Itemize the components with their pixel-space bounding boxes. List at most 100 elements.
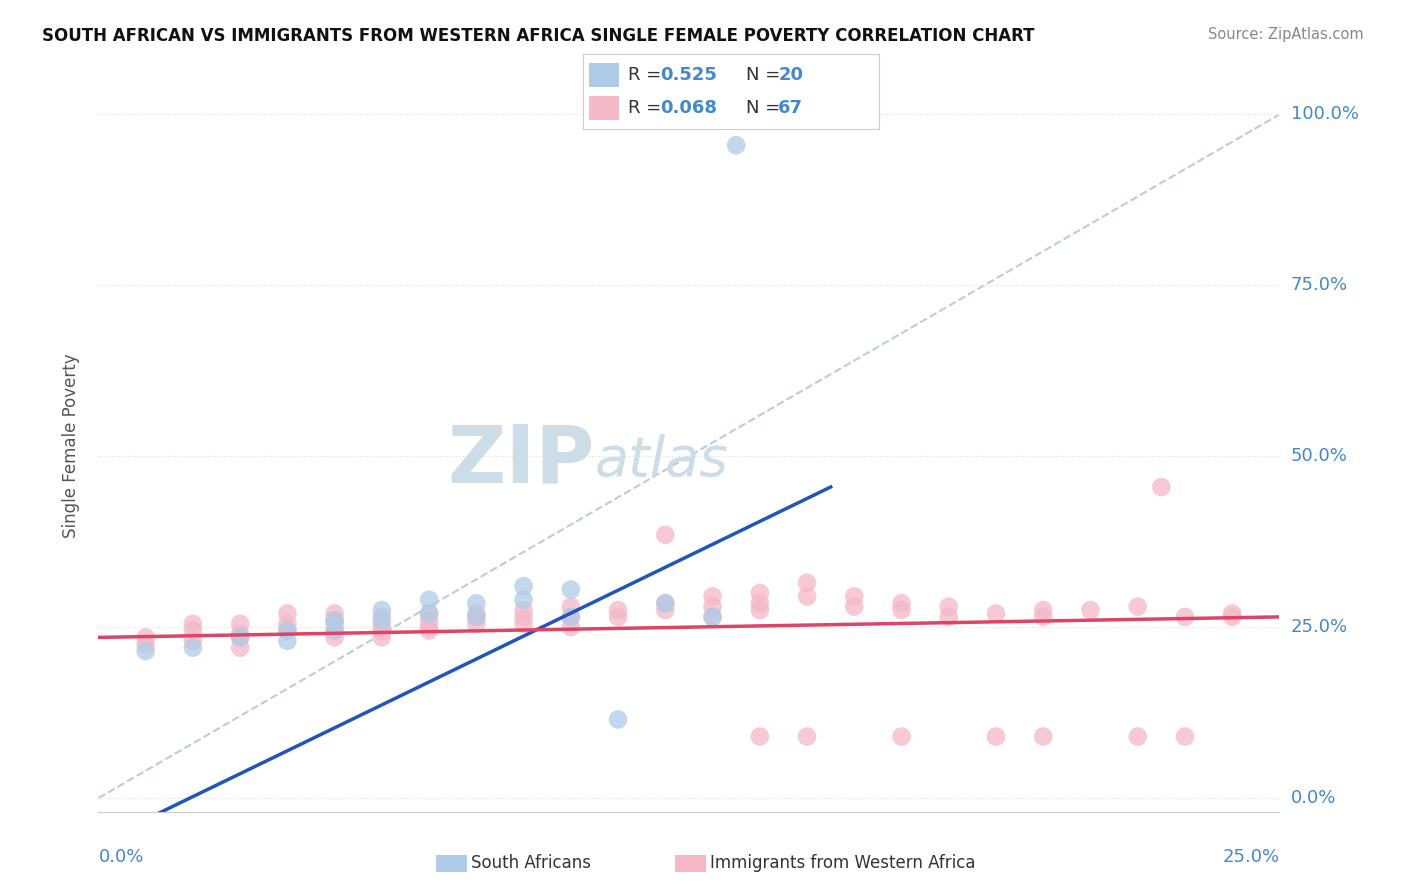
Point: [418, 607, 440, 621]
Point: [1032, 730, 1054, 744]
Point: [654, 528, 676, 542]
Point: [465, 610, 488, 624]
Point: [702, 610, 724, 624]
Point: [276, 616, 298, 631]
Text: R =: R =: [627, 99, 666, 117]
Text: Immigrants from Western Africa: Immigrants from Western Africa: [710, 855, 976, 872]
Point: [1032, 610, 1054, 624]
Text: 0.068: 0.068: [661, 99, 717, 117]
Point: [607, 713, 630, 727]
Point: [1126, 730, 1149, 744]
Point: [181, 633, 204, 648]
Text: N =: N =: [747, 66, 786, 84]
Point: [748, 596, 770, 610]
Point: [465, 610, 488, 624]
Text: Source: ZipAtlas.com: Source: ZipAtlas.com: [1208, 27, 1364, 42]
Bar: [589, 96, 619, 120]
Point: [323, 631, 346, 645]
Text: 0.0%: 0.0%: [1291, 789, 1336, 807]
Text: SOUTH AFRICAN VS IMMIGRANTS FROM WESTERN AFRICA SINGLE FEMALE POVERTY CORRELATIO: SOUTH AFRICAN VS IMMIGRANTS FROM WESTERN…: [42, 27, 1035, 45]
Point: [748, 603, 770, 617]
Point: [702, 610, 724, 624]
Text: N =: N =: [747, 99, 786, 117]
Point: [418, 613, 440, 627]
Text: 50.0%: 50.0%: [1291, 447, 1347, 466]
Point: [1220, 610, 1243, 624]
Point: [1126, 599, 1149, 614]
Point: [560, 582, 582, 597]
Point: [890, 603, 912, 617]
Point: [512, 616, 534, 631]
Point: [371, 624, 394, 638]
Point: [560, 620, 582, 634]
Point: [890, 730, 912, 744]
Text: South Africans: South Africans: [471, 855, 591, 872]
Point: [1174, 730, 1197, 744]
Point: [796, 575, 818, 590]
Point: [465, 596, 488, 610]
Point: [1220, 607, 1243, 621]
Point: [702, 590, 724, 604]
Text: 67: 67: [779, 99, 803, 117]
Point: [1080, 603, 1102, 617]
Point: [560, 610, 582, 624]
Text: 25.0%: 25.0%: [1222, 848, 1279, 866]
Point: [135, 637, 157, 651]
Point: [371, 631, 394, 645]
Point: [702, 599, 724, 614]
Point: [135, 644, 157, 658]
Point: [844, 590, 866, 604]
Point: [323, 613, 346, 627]
Y-axis label: Single Female Poverty: Single Female Poverty: [62, 354, 80, 538]
Point: [229, 631, 252, 645]
Point: [229, 640, 252, 655]
Point: [229, 631, 252, 645]
Text: 0.525: 0.525: [661, 66, 717, 84]
Point: [276, 624, 298, 638]
Point: [725, 138, 748, 153]
Point: [229, 616, 252, 631]
Point: [560, 599, 582, 614]
Point: [418, 624, 440, 638]
Point: [607, 603, 630, 617]
Point: [984, 730, 1007, 744]
Point: [465, 607, 488, 621]
Point: [276, 624, 298, 638]
Text: R =: R =: [627, 66, 666, 84]
Point: [512, 610, 534, 624]
Point: [1032, 603, 1054, 617]
Point: [229, 627, 252, 641]
Point: [796, 590, 818, 604]
Point: [418, 620, 440, 634]
Point: [938, 599, 960, 614]
Point: [844, 599, 866, 614]
Point: [418, 592, 440, 607]
Point: [984, 607, 1007, 621]
Point: [323, 613, 346, 627]
Point: [323, 624, 346, 638]
Text: 100.0%: 100.0%: [1291, 105, 1358, 123]
Point: [135, 631, 157, 645]
Point: [323, 607, 346, 621]
Bar: [589, 62, 619, 87]
Point: [654, 596, 676, 610]
Point: [418, 607, 440, 621]
Point: [512, 579, 534, 593]
Point: [371, 610, 394, 624]
Point: [181, 616, 204, 631]
Point: [796, 730, 818, 744]
Point: [938, 610, 960, 624]
Point: [512, 592, 534, 607]
Point: [654, 603, 676, 617]
Text: ZIP: ZIP: [447, 422, 595, 500]
Point: [560, 610, 582, 624]
Point: [371, 613, 394, 627]
Point: [748, 586, 770, 600]
Point: [890, 596, 912, 610]
Text: atlas: atlas: [595, 434, 728, 487]
Point: [323, 616, 346, 631]
Text: 20: 20: [779, 66, 803, 84]
Point: [748, 730, 770, 744]
Text: 25.0%: 25.0%: [1291, 618, 1348, 636]
Point: [323, 624, 346, 638]
